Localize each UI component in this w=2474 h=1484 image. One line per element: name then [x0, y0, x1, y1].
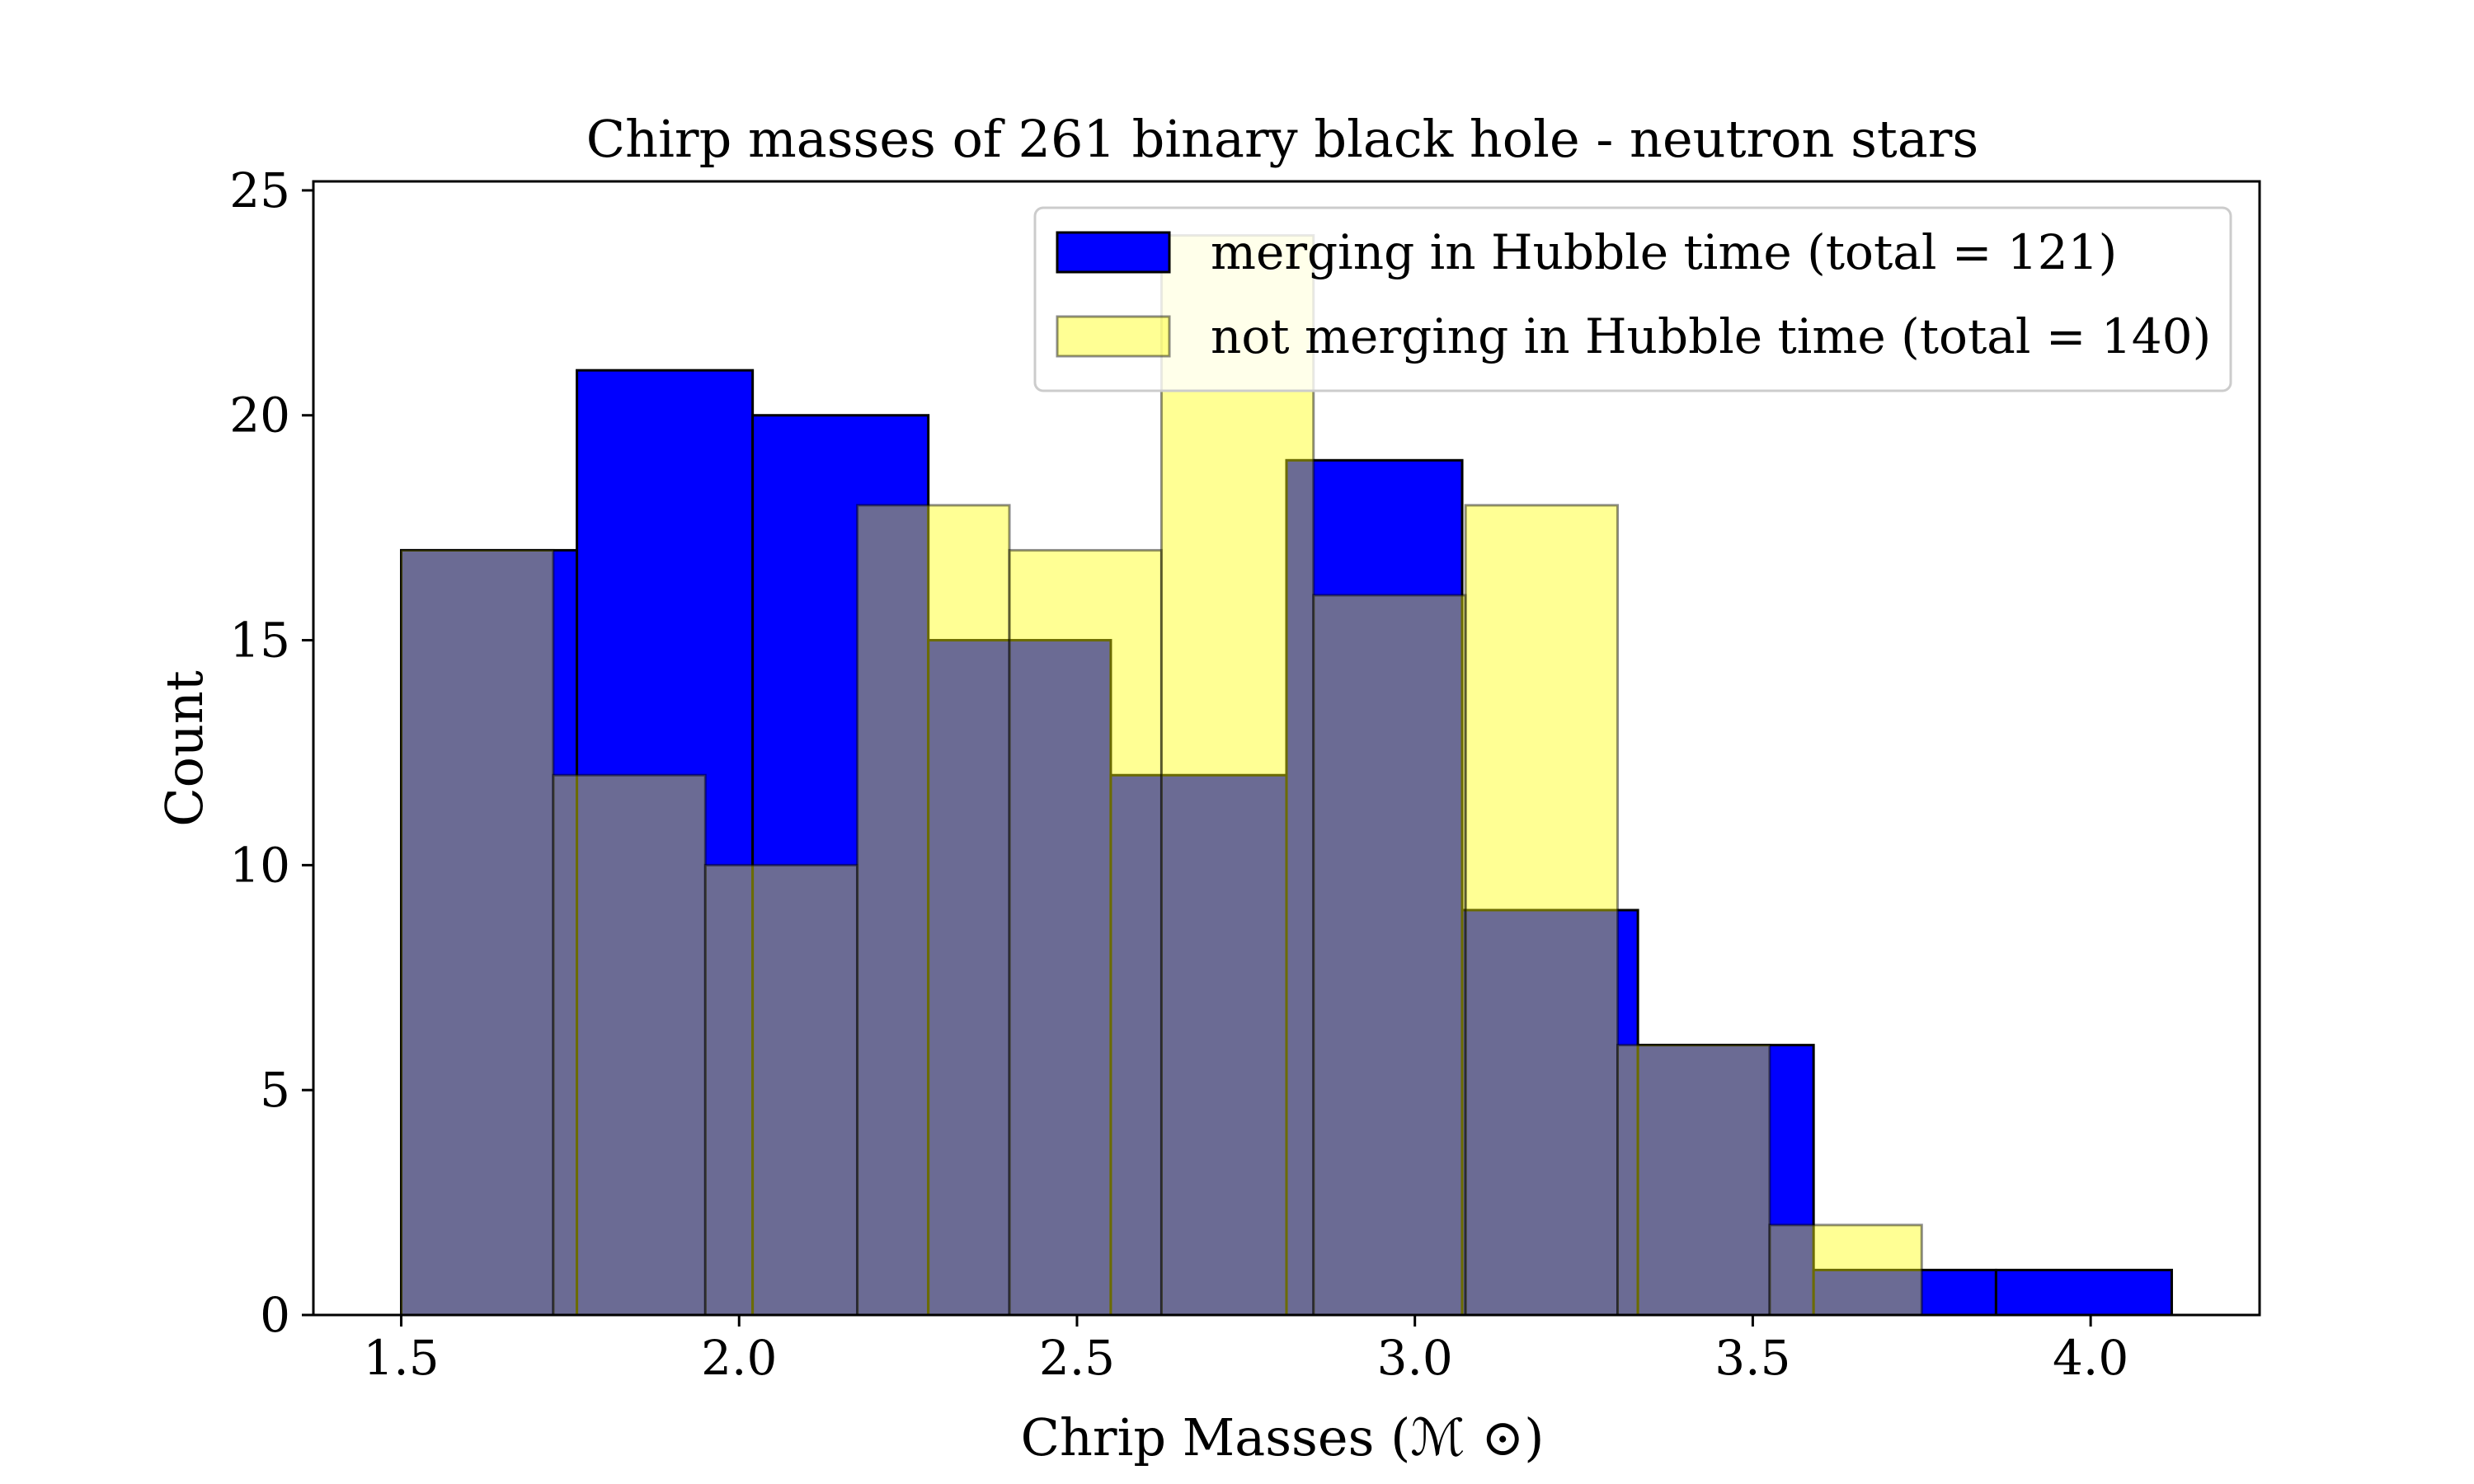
- x-tick-label: 1.5: [363, 1330, 439, 1386]
- bar-series-0-bin-3: [927, 639, 1112, 1317]
- x-tick-label: 4.0: [2053, 1330, 2128, 1386]
- bar-series-1-bin-1: [552, 773, 707, 1317]
- bar-series-1-bin-2: [703, 863, 859, 1317]
- bar-series-1-bin-6: [1312, 594, 1467, 1317]
- bar-series-0-bin-5: [1285, 458, 1464, 1317]
- x-axis-ticks: 1.5 2.0 2.5 3.0 3.5 4.0: [363, 1315, 2128, 1386]
- bar-series-0-bin-4: [1109, 773, 1288, 1317]
- bars-layer: [400, 233, 2173, 1317]
- bar-series-1-bin-3: [856, 504, 1011, 1317]
- legend-label-merging: merging in Hubble time (total = 121): [1211, 224, 2117, 280]
- y-axis-label: Count: [154, 670, 214, 827]
- bar-series-0-bin-7: [1636, 1044, 1815, 1317]
- bar-series-0-bin-9: [1994, 1268, 2173, 1317]
- bar-series-0-bin-1: [576, 369, 755, 1317]
- series-0-bars: [400, 369, 2173, 1317]
- bar-series-0-bin-0: [400, 548, 579, 1317]
- bar-series-1-bin-5: [1159, 233, 1315, 1317]
- x-tick-label: 3.0: [1377, 1330, 1453, 1386]
- bar-series-1-bin-8: [1616, 1044, 1771, 1317]
- x-axis-label: Chrip Masses (ℳ ⊙): [1021, 1407, 1545, 1468]
- y-tick-label: 15: [229, 613, 290, 669]
- bar-series-1-bin-4: [1008, 548, 1163, 1317]
- legend-box: [1033, 206, 2232, 392]
- bar-series-1-bin-9: [1768, 1223, 1923, 1317]
- y-tick-label: 5: [260, 1062, 290, 1118]
- y-tick-label: 20: [229, 387, 290, 444]
- chart-title: Chirp masses of 261 binary black hole - …: [586, 109, 1979, 169]
- y-tick-label: 10: [229, 837, 290, 893]
- x-tick-label: 2.0: [701, 1330, 777, 1386]
- legend: merging in Hubble time (total = 121) not…: [1033, 206, 2232, 392]
- bar-series-0-bin-2: [751, 414, 930, 1317]
- y-axis-ticks: 0 5 10 15 20 25: [229, 162, 313, 1343]
- legend-swatch-merging: [1056, 231, 1171, 274]
- x-tick-label: 3.5: [1714, 1330, 1790, 1386]
- bar-series-1-bin-7: [1464, 504, 1620, 1317]
- bar-series-1-bin-0: [400, 548, 555, 1317]
- y-tick-label: 25: [229, 162, 290, 218]
- plot-area-frame: [312, 180, 2261, 1317]
- y-tick-label: 0: [260, 1287, 290, 1343]
- series-1-bars: [400, 233, 1923, 1317]
- x-tick-label: 2.5: [1039, 1330, 1115, 1386]
- legend-label-not-merging: not merging in Hubble time (total = 140): [1211, 308, 2211, 364]
- legend-swatch-not-merging: [1056, 315, 1171, 358]
